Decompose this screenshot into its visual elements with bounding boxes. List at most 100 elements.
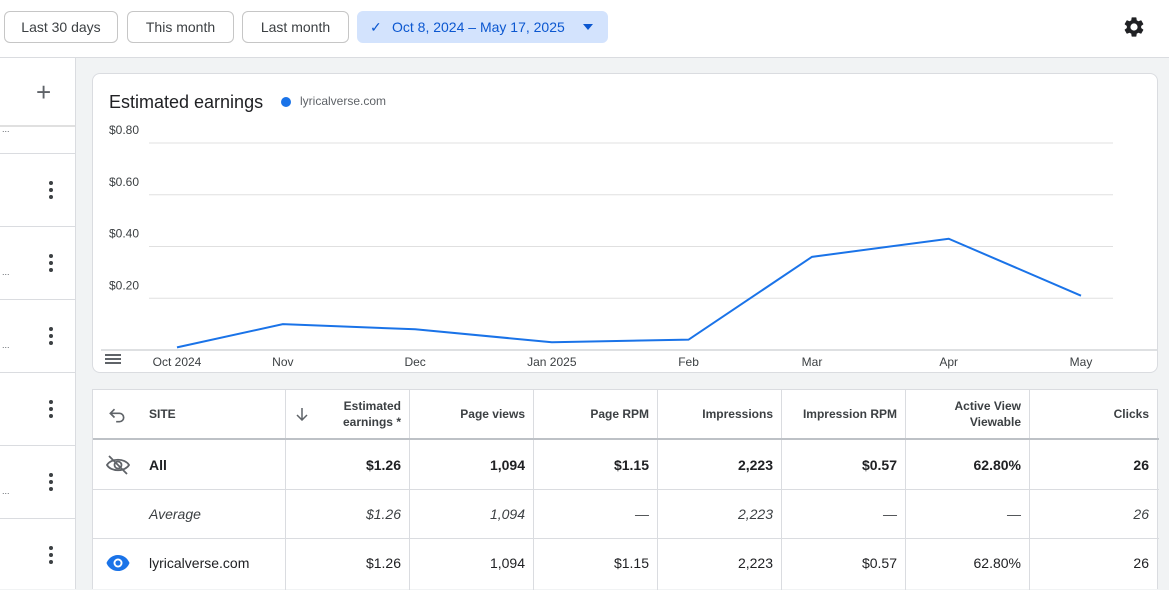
header-page-rpm[interactable]: Page RPM	[590, 407, 649, 421]
x-tick-label: Jan 2025	[527, 355, 577, 369]
eye-icon[interactable]	[106, 554, 130, 572]
row-all-page-views: 1,094	[489, 456, 525, 473]
chart-title: Estimated earnings	[109, 92, 264, 112]
x-tick-label: Feb	[678, 355, 699, 369]
settings-gear-icon[interactable]	[1122, 15, 1146, 39]
list-divider	[0, 299, 75, 300]
column-divider	[533, 390, 534, 590]
x-tick-label: Oct 2024	[153, 355, 202, 369]
row-all-impressions: 2,223	[737, 456, 773, 473]
row-average-clicks: 26	[1133, 506, 1149, 522]
row-all-clicks: 26	[1133, 456, 1149, 473]
eye-off-icon[interactable]	[106, 454, 130, 476]
row-average-impressions: 2,223	[737, 506, 773, 522]
row-site-name[interactable]: lyricalverse.com	[149, 555, 250, 571]
list-divider	[0, 445, 75, 446]
row-all-impression-rpm: $0.57	[861, 456, 897, 473]
left-site-panel: + ... ... ... ...	[0, 58, 76, 589]
more-options-icon[interactable]	[44, 546, 58, 566]
truncated-label: ...	[2, 124, 10, 134]
data-point[interactable]	[549, 339, 555, 345]
row-all-earnings: $1.26	[365, 456, 401, 473]
earnings-chart-card: Estimated earnings lyricalverse.com $0.8…	[92, 73, 1158, 373]
header-page-views[interactable]: Page views	[460, 407, 525, 421]
x-tick-label: May	[1070, 355, 1093, 369]
date-range-label: Oct 8, 2024 – May 17, 2025	[392, 19, 565, 35]
y-tick-label: $0.80	[109, 123, 139, 137]
list-divider	[0, 125, 75, 133]
row-site-earnings: $1.26	[365, 555, 401, 571]
y-tick-label: $0.20	[109, 278, 139, 292]
x-tick-label: Mar	[802, 355, 823, 369]
data-point[interactable]	[280, 321, 286, 327]
column-divider	[657, 390, 658, 590]
row-site-clicks: 26	[1133, 555, 1149, 571]
earnings-table: SITE Estimated earnings * Page views Pag…	[92, 389, 1159, 590]
data-point[interactable]	[174, 344, 180, 350]
y-tick-label: $0.60	[109, 175, 139, 189]
list-divider	[0, 372, 75, 373]
undo-icon[interactable]	[107, 405, 127, 425]
more-options-icon[interactable]	[44, 400, 58, 420]
more-options-icon[interactable]	[44, 181, 58, 201]
column-divider	[905, 390, 906, 590]
row-site-active-view: 62.80%	[973, 555, 1021, 571]
date-range-chip[interactable]: ✓ Oct 8, 2024 – May 17, 2025	[357, 11, 608, 43]
row-site-impressions: 2,223	[737, 555, 773, 571]
row-all-active-view: 62.80%	[973, 456, 1021, 473]
column-divider	[781, 390, 782, 590]
column-divider	[285, 390, 286, 590]
y-tick-label: $0.40	[109, 227, 139, 241]
list-divider	[0, 518, 75, 519]
data-point[interactable]	[686, 337, 692, 343]
row-average-site: Average	[149, 506, 201, 522]
legend-label: lyricalverse.com	[300, 94, 387, 108]
x-tick-label: Apr	[939, 355, 958, 369]
data-point[interactable]	[809, 254, 815, 260]
row-site-page-views: 1,094	[489, 555, 525, 571]
row-divider	[93, 489, 1159, 490]
more-options-icon[interactable]	[44, 254, 58, 274]
header-clicks[interactable]: Clicks	[1113, 407, 1149, 421]
last-month-chip[interactable]: Last month	[242, 11, 349, 43]
truncated-label: ...	[2, 486, 10, 496]
more-options-icon[interactable]	[44, 473, 58, 493]
row-average-impression-rpm: —	[883, 506, 897, 522]
truncated-label: ...	[2, 340, 10, 350]
row-divider	[93, 538, 1159, 539]
row-average-active-view: —	[1007, 506, 1021, 522]
row-average-earnings: $1.26	[365, 506, 401, 522]
list-divider	[0, 226, 75, 227]
x-tick-label: Nov	[272, 355, 293, 369]
header-impressions[interactable]: Impressions	[702, 407, 773, 421]
x-tick-label: Dec	[404, 355, 425, 369]
data-point[interactable]	[1078, 293, 1084, 299]
row-all-site: All	[149, 456, 167, 473]
legend-dot	[281, 97, 291, 107]
row-average-page-views: 1,094	[489, 506, 525, 522]
date-filter-bar: Last 30 days This month Last month ✓ Oct …	[0, 0, 1169, 58]
this-month-chip[interactable]: This month	[127, 11, 234, 43]
series-line-lyricalverse[interactable]	[176, 237, 1082, 349]
header-divider	[93, 438, 1159, 440]
data-point[interactable]	[946, 236, 952, 242]
column-divider	[409, 390, 410, 590]
header-site[interactable]: SITE	[149, 407, 176, 421]
row-average-page-rpm: —	[635, 506, 649, 522]
add-icon[interactable]: +	[36, 77, 52, 107]
row-site-page-rpm: $1.15	[613, 555, 649, 571]
row-site-impression-rpm: $0.57	[861, 555, 897, 571]
header-active-view-viewable[interactable]: Active View Viewable	[954, 399, 1021, 429]
last-30-days-chip[interactable]: Last 30 days	[4, 11, 118, 43]
sort-down-arrow-icon[interactable]	[295, 407, 309, 421]
truncated-label: ...	[2, 267, 10, 277]
list-divider	[0, 153, 75, 154]
header-impression-rpm[interactable]: Impression RPM	[802, 407, 897, 421]
more-options-icon[interactable]	[44, 327, 58, 347]
row-all-page-rpm: $1.15	[613, 456, 649, 473]
table-view-icon[interactable]	[105, 354, 121, 366]
data-point[interactable]	[412, 326, 418, 332]
earnings-line-chart: $0.80 $0.60 $0.40 $0.20 Oct 2024 Nov Dec Jan 20…	[101, 123, 1157, 369]
caret-down-icon	[583, 24, 593, 30]
header-estimated-earnings[interactable]: Estimated earnings *	[342, 399, 401, 429]
